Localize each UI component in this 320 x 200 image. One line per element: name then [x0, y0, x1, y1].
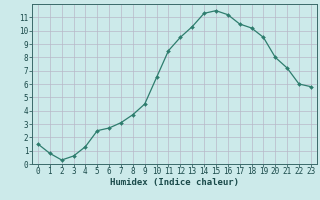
X-axis label: Humidex (Indice chaleur): Humidex (Indice chaleur)	[110, 178, 239, 187]
